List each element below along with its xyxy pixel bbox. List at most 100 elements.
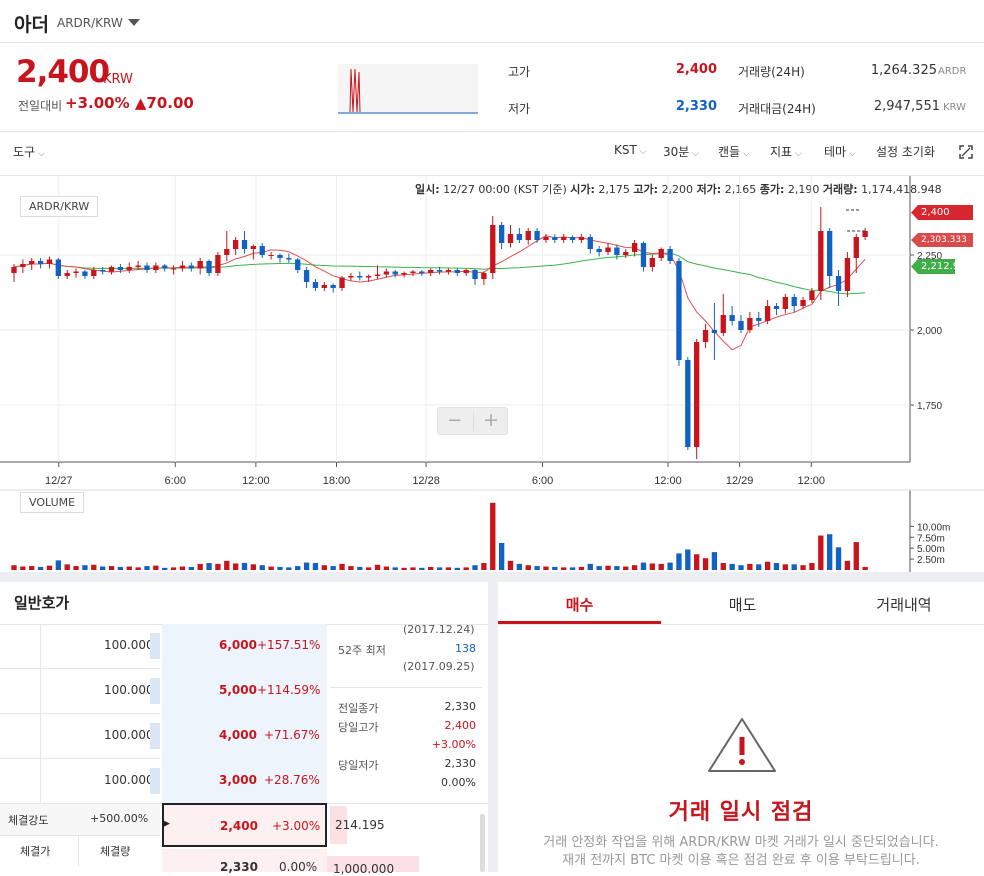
- ask-row[interactable]: 100.000 4,000 +71.67%: [0, 714, 490, 759]
- time-tick-label: 12:00: [798, 475, 826, 487]
- candle: [454, 270, 460, 273]
- volume-bar: [64, 564, 70, 570]
- candle: [197, 261, 203, 269]
- volume-bar: [649, 563, 656, 570]
- candle: [862, 231, 868, 237]
- candle: [463, 270, 469, 273]
- candle: [179, 265, 186, 269]
- bid-qty[interactable]: 214.195: [335, 818, 385, 832]
- volume-bar: [667, 562, 673, 570]
- volume-bar: [543, 566, 549, 570]
- volume-bar: [224, 560, 230, 570]
- notice-text: 거래 안정화 작업을 위해 ARDR/KRW 마켓 거래가 일시 중단되었습니다…: [543, 835, 939, 868]
- candle: [392, 271, 398, 275]
- candle: [153, 265, 159, 270]
- candle: [676, 261, 682, 360]
- low52-label: 52주 최저: [338, 644, 386, 657]
- candle: [29, 261, 35, 264]
- time-tick-label: 6:00: [532, 475, 553, 487]
- candle: [383, 271, 390, 275]
- low52-date: (2017.09.25): [403, 660, 475, 673]
- volume-bar: [37, 566, 44, 570]
- bid-row[interactable]: 2,330 0.00%: [162, 849, 327, 874]
- candle: [490, 225, 496, 273]
- qty-bar: [150, 768, 160, 794]
- chevron-down-icon[interactable]: [128, 19, 140, 26]
- strength-label: 체결강도: [8, 814, 49, 827]
- fullscreen-icon[interactable]: [959, 145, 973, 159]
- candle: [259, 246, 265, 255]
- volume-bar: [206, 563, 212, 570]
- volume-bar: [472, 565, 478, 570]
- price-tick-label: 2,000: [917, 326, 942, 337]
- volume-bar: [605, 565, 611, 570]
- ask-row[interactable]: 100.000 5,000 +114.59%: [0, 669, 490, 714]
- volume-bar: [818, 535, 824, 570]
- candle: [711, 330, 718, 333]
- diff-value: +3.00% ▲70.00: [65, 94, 194, 112]
- interval-menu[interactable]: 30분 ⌵: [663, 145, 699, 159]
- volume-bar: [11, 565, 17, 570]
- volume-bar: [702, 558, 709, 570]
- chart-type-menu[interactable]: 캔들 ⌵: [718, 145, 750, 159]
- tools-menu[interactable]: 도구 ⌵: [13, 145, 45, 159]
- low-value: 2,330: [675, 99, 717, 114]
- prev-close-label: 전일종가: [338, 702, 379, 715]
- tab-history[interactable]: 거래내역: [876, 596, 932, 614]
- candle: [357, 276, 363, 278]
- volume-tick-label: 10.00m: [917, 522, 950, 533]
- timezone-menu[interactable]: KST ⌵: [614, 143, 647, 157]
- candle: [348, 276, 354, 278]
- volume-bar: [862, 566, 868, 570]
- volume-bar: [676, 553, 682, 570]
- candle: [853, 237, 859, 258]
- tab-sell[interactable]: 매도: [728, 596, 757, 614]
- bid-qty[interactable]: 1,000.000: [333, 862, 395, 876]
- tab-buy[interactable]: 매수: [565, 596, 594, 614]
- candle: [46, 259, 53, 264]
- volume-bar: [215, 563, 221, 570]
- candle: [578, 237, 585, 240]
- strength-value: +500.00%: [90, 812, 149, 825]
- indicator-menu[interactable]: 지표 ⌵: [770, 145, 802, 159]
- volume-bar: [419, 567, 425, 570]
- zoom-in-button[interactable]: +: [483, 409, 499, 431]
- qty-bar: [150, 723, 160, 749]
- zoom-out-button[interactable]: −: [447, 410, 463, 431]
- volume-bar: [800, 565, 806, 570]
- candle: [410, 271, 416, 273]
- time-tick-label: 12/28: [412, 475, 440, 487]
- day-low-pct: 0.00%: [441, 776, 476, 789]
- volume-bar: [188, 566, 194, 570]
- candle: [498, 225, 505, 243]
- candle: [100, 270, 106, 272]
- orderbook-scrollbar[interactable]: [480, 814, 485, 872]
- chart-label: ARDR/KRW: [20, 196, 99, 217]
- theme-menu[interactable]: 테마 ⌵: [824, 145, 856, 159]
- day-low-label: 당일저가: [338, 759, 379, 772]
- day-high-label: 당일고가: [338, 721, 379, 734]
- ask-row[interactable]: 100.000 6,000 +157.51%: [0, 624, 490, 669]
- volume-bar: [179, 566, 186, 570]
- current-price-row[interactable]: ▶ 2,400 +3.00%: [162, 803, 327, 847]
- volume-bar: [348, 566, 354, 570]
- ask-pct: +114.59%: [257, 683, 321, 697]
- candle: [809, 291, 815, 300]
- volume-bar: [694, 554, 700, 570]
- ask-price: 6,000: [219, 638, 257, 652]
- volume-bar: [498, 542, 505, 570]
- ask-row[interactable]: 100.000 3,000 +28.76%: [0, 759, 490, 804]
- ask-pct: +28.76%: [264, 773, 320, 787]
- volume-bar: [436, 567, 443, 570]
- volume-bar: [720, 563, 726, 570]
- warning-icon: [708, 718, 776, 772]
- candle: [773, 306, 780, 309]
- volume-bar: [55, 560, 61, 570]
- high-label: 고가: [508, 65, 531, 79]
- candle: [827, 231, 833, 276]
- chevron-down-icon: ⌵: [740, 149, 750, 159]
- market-pair[interactable]: ARDR/KRW: [57, 16, 123, 30]
- candle: [658, 249, 664, 258]
- reset-settings-button[interactable]: 설정 초기화: [876, 145, 936, 159]
